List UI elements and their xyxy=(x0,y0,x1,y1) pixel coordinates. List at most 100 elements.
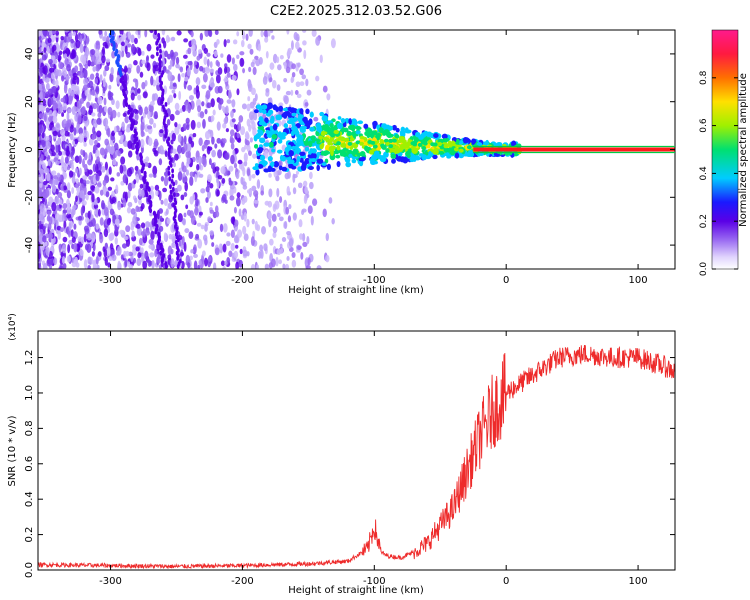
spectrogram-cell xyxy=(228,165,234,172)
spectrogram-cell xyxy=(127,31,131,40)
spectrogram-cell xyxy=(65,149,71,157)
x-tick-label: -300 xyxy=(99,275,122,286)
spectrogram-cell xyxy=(270,167,276,172)
spectrogram-cell xyxy=(202,73,208,83)
spectrogram-cell xyxy=(77,114,82,125)
spectrogram-cell xyxy=(209,209,215,214)
spectrogram-cell xyxy=(458,148,464,153)
spectrogram-cell xyxy=(206,145,211,155)
spectrogram-cell xyxy=(263,142,270,147)
spectrogram-cell xyxy=(162,187,168,193)
spectrogram-cell xyxy=(195,233,200,239)
spectrogram-cell xyxy=(287,106,292,112)
spectrogram-cell xyxy=(267,156,273,162)
spectrogram-cell xyxy=(52,184,57,193)
spectrogram-cell xyxy=(39,183,43,188)
spectrogram-cell xyxy=(288,203,292,210)
spectrogram-cell xyxy=(187,84,193,91)
spectrogram-cell xyxy=(248,30,253,37)
spectrogram-cell xyxy=(164,101,168,107)
spectrogram-cell xyxy=(251,185,257,192)
spectrogram-cell xyxy=(260,30,264,38)
spectrogram-cell xyxy=(237,159,243,165)
spectrogram-cell xyxy=(176,144,182,154)
spectrogram-cell xyxy=(224,152,229,161)
spectrogram-cell xyxy=(83,115,88,122)
spectrogram-cell xyxy=(139,138,145,149)
spectrogram-cell xyxy=(283,61,287,70)
spectrogram-cell xyxy=(267,109,274,115)
spectrogram-cell xyxy=(120,254,124,260)
spectrogram-cell xyxy=(116,35,120,45)
spectrogram-cell xyxy=(260,105,265,110)
spectrogram-cell xyxy=(290,145,296,150)
spectrogram-cell xyxy=(195,85,200,93)
spectrogram-cell xyxy=(186,124,190,131)
spectrogram-cell xyxy=(75,178,79,184)
spectrogram-cell xyxy=(40,139,46,146)
spectrogram-cell xyxy=(199,111,205,119)
spectrogram-cell xyxy=(432,154,438,160)
spectrogram-cell xyxy=(328,197,333,204)
spectrogram-cell xyxy=(214,205,219,213)
spectrogram-cell xyxy=(127,201,133,208)
spectrogram-cell xyxy=(123,73,128,84)
spectrogram-cell xyxy=(316,125,322,132)
spectrogram-cell xyxy=(246,103,251,112)
spectrogram-cell xyxy=(104,242,109,250)
spectrogram-cell xyxy=(149,212,153,217)
spectrogram-cell xyxy=(333,129,339,135)
spectrogram-cell xyxy=(131,230,135,238)
spectrogram-cell xyxy=(326,163,331,171)
spectrogram-cell xyxy=(233,206,237,214)
spectrogram-cell xyxy=(308,140,313,145)
spectrogram-cell xyxy=(281,113,286,118)
spectrogram-cell xyxy=(109,208,115,216)
spectrogram-cell xyxy=(341,142,347,148)
spectrogram-cell xyxy=(194,173,198,183)
spectrogram-cell xyxy=(230,216,235,225)
spectrogram-cell xyxy=(230,187,234,196)
spectrogram-cell xyxy=(252,66,257,76)
spectrogram-cell xyxy=(279,54,284,60)
spectrogram-cell xyxy=(52,79,56,86)
spectrogram-cell xyxy=(120,156,126,165)
spectrogram-cell xyxy=(167,37,171,42)
spectrogram-cell xyxy=(256,104,262,110)
spectrogram-cell xyxy=(96,156,100,163)
spectrogram-cell xyxy=(243,211,247,222)
spectrogram-cell xyxy=(233,63,238,72)
spectrogram-cell xyxy=(97,251,102,257)
spectrogram-cell xyxy=(107,262,111,268)
spectrogram-cell xyxy=(223,39,227,48)
spectrogram-cell xyxy=(67,203,71,211)
spectrogram-cell xyxy=(271,35,275,40)
spectrogram-cell xyxy=(221,177,226,184)
spectrogram-cell xyxy=(126,206,132,214)
spectrogram-cell xyxy=(276,149,283,154)
spectrogram-cell xyxy=(42,98,46,107)
spectrogram-cell xyxy=(243,160,248,167)
spectrogram-cell xyxy=(138,237,143,246)
spectrogram-cell xyxy=(241,146,246,153)
spectrogram-cell xyxy=(271,213,277,222)
spectrogram-cell xyxy=(102,41,108,47)
spectrogram-cell xyxy=(193,87,197,95)
spectrogram-cell xyxy=(142,178,147,184)
spectrogram-cell xyxy=(44,151,49,158)
spectrogram-cell xyxy=(183,191,188,198)
spectrogram-cell xyxy=(326,93,331,101)
spectrogram-cell xyxy=(242,184,248,190)
spectrogram-cell xyxy=(405,129,412,134)
spectrogram-cell xyxy=(66,255,71,263)
spectrogram-cell xyxy=(225,105,229,115)
spectrogram-cell xyxy=(62,236,68,243)
spectrogram-cell xyxy=(45,167,50,174)
spectrogram-cell xyxy=(73,223,77,230)
spectrogram-cell xyxy=(84,46,90,57)
spectrogram-cell xyxy=(73,127,77,136)
spectrogram-cell xyxy=(81,200,87,206)
spectrogram-cell xyxy=(96,64,101,71)
spectrogram-cell xyxy=(86,101,91,109)
spectrogram-cell xyxy=(141,189,145,198)
